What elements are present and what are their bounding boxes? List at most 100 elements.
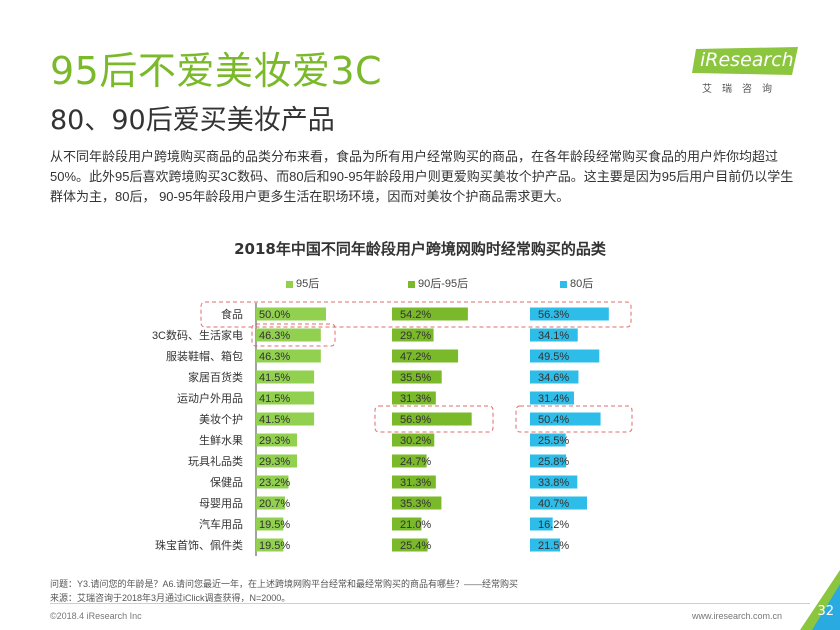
bar-1-8 [392, 475, 436, 489]
bar-1-2 [392, 349, 459, 363]
highlight-95-3c [251, 323, 336, 347]
footer-divider [50, 603, 810, 604]
bar-1-1 [392, 328, 434, 342]
data-label: 46.3% [259, 351, 290, 363]
legend-item-90-95: 90后-95后 [408, 275, 468, 291]
logo-badge [692, 47, 798, 75]
bar-0-5 [256, 412, 315, 426]
bar-2-11 [530, 538, 561, 552]
footnote-source: 来源：艾瑞咨询于2018年3月通过iClick调查获得，N=2000。 [50, 593, 291, 603]
bar-1-6 [392, 433, 435, 447]
corner-decoration [800, 570, 840, 630]
data-label: 47.2% [400, 351, 431, 363]
data-label: 54.2% [400, 309, 431, 321]
category-label: 美妆个护 [199, 412, 243, 426]
bar-2-8 [530, 475, 578, 489]
legend-item-80: 80后 [560, 275, 593, 291]
category-label: 生鲜水果 [199, 433, 243, 447]
bar-2-9 [530, 496, 587, 510]
legend-swatch-80 [560, 280, 567, 288]
data-label: 56.3% [538, 309, 569, 321]
footer-url[interactable]: www.iresearch.com.cn [692, 611, 783, 621]
bar-1-3 [392, 370, 442, 384]
data-label: 16.2% [538, 519, 569, 531]
data-label: 23.2% [259, 477, 290, 489]
bar-2-3 [530, 370, 579, 384]
data-label: 19.5% [259, 519, 290, 531]
iresearch-logo: iResearch 艾瑞咨询 [692, 47, 802, 97]
legend-item-95: 95后 [286, 275, 319, 291]
bar-0-4 [256, 391, 315, 405]
bar-0-6 [256, 433, 298, 447]
category-label: 珠宝首饰、佩件类 [155, 538, 243, 552]
data-label: 21.0% [400, 519, 431, 531]
chart-title: 2018年中国不同年龄段用户跨境网购时经常购买的品类 [234, 240, 606, 258]
data-label: 31.3% [400, 393, 431, 405]
bar-0-0 [256, 307, 326, 321]
data-label: 24.7% [400, 456, 431, 468]
category-label: 母婴用品 [199, 497, 243, 510]
data-label: 25.8% [538, 456, 569, 468]
bar-0-8 [256, 475, 289, 489]
data-label: 56.9% [400, 414, 431, 426]
legend-label-95: 95后 [296, 278, 320, 290]
category-label: 玩具礼品类 [188, 454, 243, 468]
bar-0-9 [256, 496, 285, 510]
bar-2-2 [530, 349, 600, 363]
data-label: 34.1% [538, 330, 569, 342]
data-label: 30.2% [400, 435, 431, 447]
legend-swatch-95 [286, 280, 293, 288]
bar-1-11 [392, 538, 428, 552]
bar-1-5 [392, 412, 472, 426]
highlight-80-beauty [515, 405, 633, 433]
data-label: 50.0% [259, 309, 290, 321]
data-label: 40.7% [538, 498, 569, 510]
category-label: 家居百货类 [188, 370, 243, 384]
bar-0-7 [256, 454, 298, 468]
bar-0-3 [256, 370, 315, 384]
data-label: 35.5% [400, 372, 431, 384]
bar-0-10 [256, 517, 284, 531]
bar-2-4 [530, 391, 574, 405]
category-label: 运动户外用品 [177, 391, 243, 405]
page-title: 95后不爱美妆爱3C [50, 49, 383, 93]
data-label: 50.4% [538, 414, 569, 426]
data-label: 41.5% [259, 393, 290, 405]
data-label: 29.3% [259, 435, 290, 447]
category-label: 食品 [221, 307, 243, 321]
data-label: 41.5% [259, 414, 290, 426]
logo-subtitle: 艾瑞咨询 [702, 84, 782, 95]
category-label: 汽车用品 [199, 517, 243, 531]
bar-1-0 [392, 307, 468, 321]
bar-2-10 [530, 517, 553, 531]
bar-2-0 [530, 307, 609, 321]
bar-2-1 [530, 328, 578, 342]
description-paragraph: 从不同年龄段用户跨境购买商品的品类分布来看，食品为所有用户经常购买的商品，在各年… [50, 149, 794, 204]
data-label: 31.4% [538, 393, 569, 405]
data-label: 25.4% [400, 540, 431, 552]
data-label: 20.7% [259, 498, 290, 510]
page-number: 32 [817, 604, 834, 619]
data-label: 35.3% [400, 498, 431, 510]
data-label: 41.5% [259, 372, 290, 384]
footnote-question: 问题：Y3.请问您的年龄是？A6.请问您最近一年，在上述跨境网购平台经常和最经常… [50, 579, 519, 589]
data-label: 31.3% [400, 477, 431, 489]
bar-1-4 [392, 391, 436, 405]
page-subtitle: 80、90后爱买美妆产品 [50, 105, 335, 136]
bar-1-10 [392, 517, 422, 531]
bar-1-7 [392, 454, 427, 468]
data-label: 46.3% [259, 330, 290, 342]
data-label: 25.5% [538, 435, 569, 447]
category-label: 3C数码、生活家电 [152, 328, 243, 342]
data-label: 34.6% [538, 372, 569, 384]
legend-swatch-90-95 [408, 280, 415, 288]
data-label: 49.5% [538, 351, 569, 363]
bar-2-6 [530, 433, 566, 447]
bar-0-2 [256, 349, 321, 363]
data-label: 21.5% [538, 540, 569, 552]
data-label: 29.3% [259, 456, 290, 468]
bar-2-7 [530, 454, 567, 468]
category-label: 保健品 [210, 475, 243, 489]
legend-label-90-95: 90后-95后 [418, 278, 469, 290]
